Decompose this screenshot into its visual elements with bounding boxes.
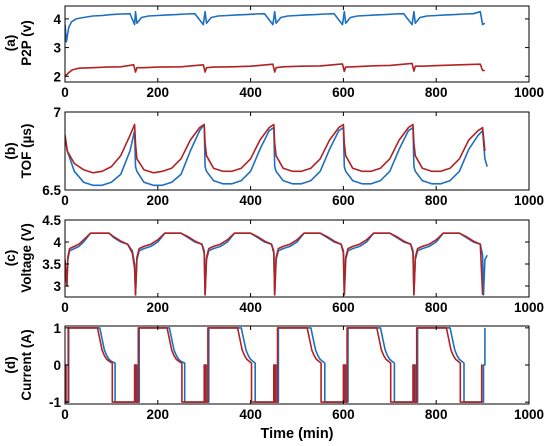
x-tick-label: 400: [239, 407, 262, 422]
x-tick-label: 800: [425, 407, 448, 422]
y-tick-label: 2: [53, 69, 61, 84]
x-axis-label: Time (min): [260, 426, 333, 442]
x-tick-label: 1000: [514, 407, 544, 422]
y-tick-label: 3: [53, 279, 61, 294]
x-tick-label: 400: [239, 300, 262, 315]
series-line-0: [65, 10, 486, 43]
x-tick-label: 800: [425, 85, 448, 100]
series-line-1: [65, 327, 483, 403]
x-tick-label: 600: [332, 193, 355, 208]
x-tick-label: 1000: [514, 193, 544, 208]
x-tick-label: 200: [147, 300, 170, 315]
panel-label: (d): [3, 356, 18, 373]
x-tick-label: 200: [147, 407, 170, 422]
x-tick-label: 400: [239, 85, 262, 100]
y-axis-label: P2P (v): [19, 20, 34, 66]
panel-d: 0 200 400 600 800 1000-101(d) Current (A)Time …: [3, 321, 544, 442]
y-tick-label: 4: [53, 235, 61, 250]
x-tick-label: 200: [147, 193, 170, 208]
x-tick-label: 600: [332, 300, 355, 315]
panel-a: 0 200 400 600 800 1000 2 3 4 (a) P2P (v): [3, 5, 544, 100]
x-tick-label: 400: [239, 193, 262, 208]
y-tick-label: 3: [53, 41, 61, 56]
axes-box: [64, 111, 530, 191]
series-line-0: [65, 123, 488, 187]
y-tick-label: -1: [49, 395, 61, 410]
y-tick-label: 7: [53, 105, 61, 120]
panel-label: (a): [3, 35, 18, 52]
y-tick-label: 0: [53, 358, 61, 373]
panel-label: (b): [3, 142, 18, 159]
x-tick-label: 1000: [514, 85, 544, 100]
axes-box: [64, 5, 530, 83]
x-tick-label: 200: [147, 85, 170, 100]
x-tick-label: 600: [332, 85, 355, 100]
x-tick-label: 0: [61, 193, 69, 208]
x-tick-label: 800: [425, 193, 448, 208]
y-axis-label: Voltage (V): [19, 223, 34, 293]
series-line-1: [65, 62, 485, 77]
series-line-1: [65, 232, 484, 296]
y-tick-label: 6.5: [42, 183, 61, 198]
axes-box: [64, 219, 530, 298]
x-tick-label: 0: [61, 85, 69, 100]
y-tick-label: 4: [53, 12, 61, 27]
x-tick-label: 0: [61, 300, 69, 315]
panel-c: 0 200 400 600 800 1000 3 3.5 4 4.5 (c) Voltage (V): [3, 213, 544, 315]
panel-b: 0 200 400 600 800 1000 6.5 7 (b) TOF (µs): [3, 105, 544, 208]
x-tick-label: 800: [425, 300, 448, 315]
y-axis-label: TOF (µs): [19, 124, 34, 179]
y-tick-label: 1: [53, 321, 61, 336]
x-tick-label: 600: [332, 407, 355, 422]
y-tick-label: 3.5: [42, 257, 61, 272]
panel-label: (c): [3, 250, 18, 267]
series-line-1: [65, 123, 486, 174]
y-tick-label: 4.5: [42, 213, 61, 228]
x-tick-label: 0: [61, 407, 69, 422]
y-axis-label: Current (A): [19, 329, 34, 400]
x-tick-label: 1000: [514, 300, 544, 315]
